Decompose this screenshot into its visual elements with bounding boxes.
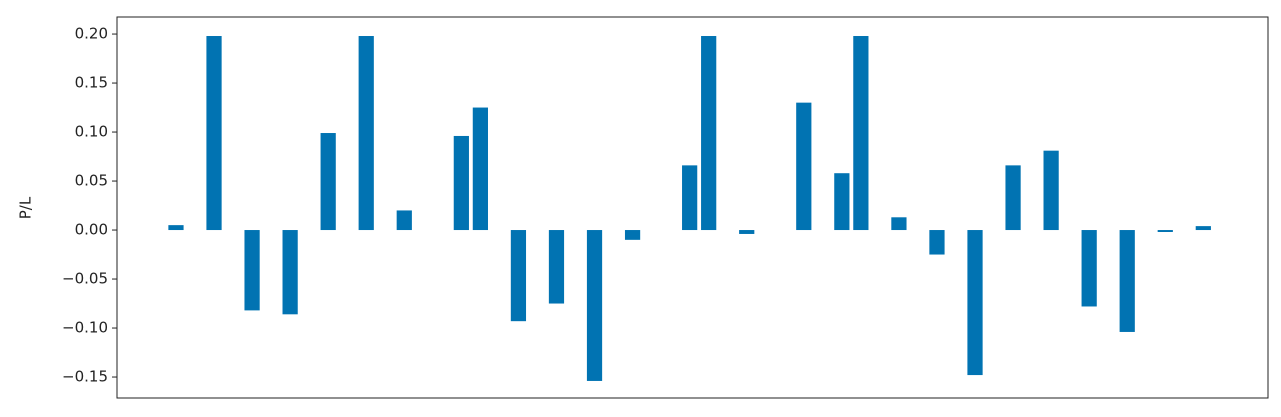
bar: [453, 135, 469, 231]
bar: [586, 230, 603, 381]
y-tick-label: 0.10: [75, 123, 108, 141]
bar: [396, 210, 412, 231]
bar: [929, 230, 945, 255]
bar: [624, 230, 641, 240]
bar: [1005, 165, 1021, 231]
bar: [320, 133, 336, 231]
bar: [1081, 230, 1097, 307]
y-axis-label: P/L: [17, 196, 35, 219]
bar: [548, 230, 565, 304]
bar: [282, 230, 298, 315]
bar: [244, 230, 260, 311]
bar: [1157, 230, 1173, 232]
y-tick-label: 0.00: [75, 221, 108, 239]
bar: [853, 36, 869, 231]
bar: [739, 230, 755, 234]
bar: [1119, 230, 1135, 332]
bar: [834, 173, 850, 231]
bar: [510, 230, 527, 322]
plot-frame: [116, 16, 1269, 399]
bar: [472, 107, 488, 231]
bar: [701, 36, 717, 231]
bar: [206, 36, 222, 231]
bar: [358, 36, 374, 231]
bar: [1195, 226, 1211, 231]
bar: [682, 165, 698, 231]
bar: [967, 230, 983, 376]
y-tick-label: −0.05: [62, 270, 108, 288]
bar: [891, 217, 907, 231]
y-tick-label: −0.10: [62, 319, 108, 337]
y-tick-label: −0.15: [62, 368, 108, 386]
bar: [168, 225, 184, 231]
y-tick-label: 0.05: [75, 172, 108, 190]
y-tick-label: 0.15: [75, 74, 108, 92]
bar: [1043, 150, 1059, 231]
bar: [796, 102, 812, 231]
y-tick-label: 0.20: [75, 25, 108, 43]
